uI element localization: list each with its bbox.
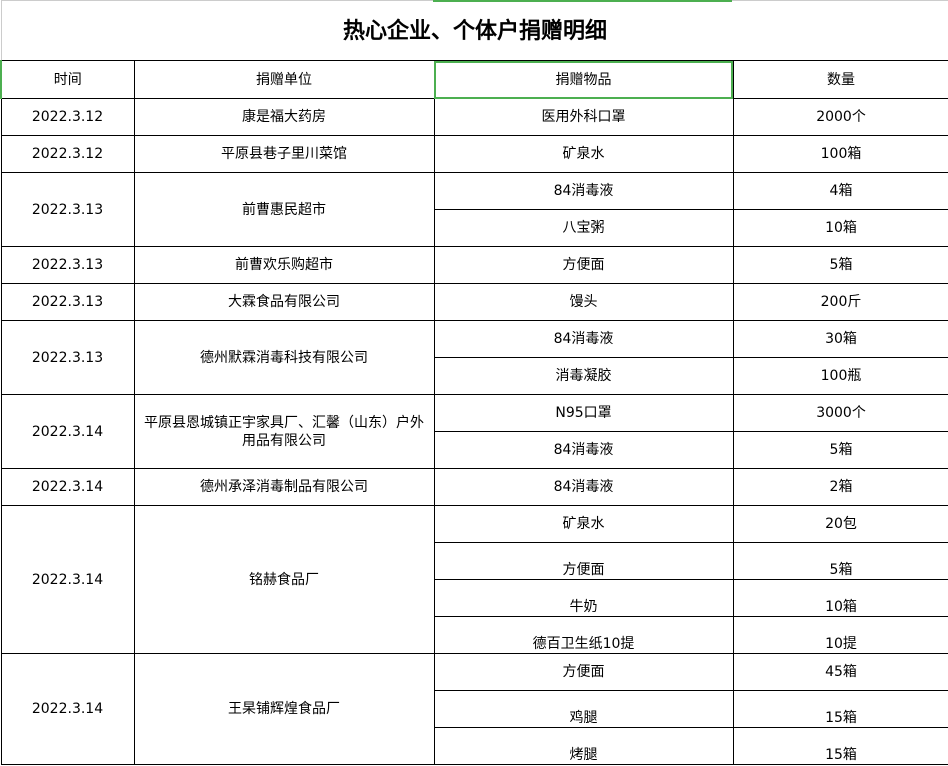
qty-cell[interactable]: 2000个 [732,98,948,136]
header-donor[interactable]: 捐赠单位 [133,60,435,99]
selection-indicator [433,0,732,2]
item-cell[interactable]: N95口罩 [433,394,734,432]
header-date[interactable]: 时间 [0,60,135,99]
donor-cell[interactable]: 德州承泽消毒制品有限公司 [133,468,435,506]
donor-cell[interactable]: 平原县巷子里川菜馆 [133,135,435,173]
donor-cell[interactable]: 平原县恩城镇正宇家具厂、汇馨（山东）户外用品有限公司 [133,394,435,469]
sheet-title[interactable]: 热心企业、个体户捐赠明细 [0,0,948,61]
item-cell[interactable]: 方便面 [433,653,734,691]
date-cell[interactable]: 2022.3.12 [0,135,135,173]
table-row: 2022.3.13 前曹惠民超市 84消毒液 4箱 [0,172,948,247]
item-cell[interactable]: 84消毒液 [433,172,734,210]
table-row: 2022.3.12 平原县巷子里川菜馆 矿泉水 100箱 [0,135,948,173]
item-cell[interactable]: 医用外科口罩 [433,98,734,136]
qty-cell[interactable]: 10箱 [732,209,948,247]
donor-cell[interactable]: 铭赫食品厂 [133,505,435,654]
item-cell[interactable]: 德百卫生纸10提 [433,616,734,654]
item-cell[interactable]: 84消毒液 [433,431,734,469]
qty-cell[interactable]: 3000个 [732,394,948,432]
table-row: 德百卫生纸10提 10提 [1,616,948,654]
item-cell[interactable]: 消毒凝胶 [433,357,734,395]
qty-cell[interactable]: 10提 [732,616,948,654]
date-cell[interactable]: 2022.3.14 [0,505,135,654]
date-cell[interactable]: 2022.3.13 [0,283,135,321]
table-row: 烤腿 15箱 [1,727,948,765]
table-row: 八宝粥 10箱 [1,209,948,247]
qty-cell[interactable]: 5箱 [732,542,948,580]
table-row: 2022.3.14 王杲铺辉煌食品厂 方便面 45箱 [0,653,948,765]
donor-cell[interactable]: 德州默霖消毒科技有限公司 [133,320,435,395]
qty-cell[interactable]: 200斤 [732,283,948,321]
donor-cell[interactable]: 前曹欢乐购超市 [133,246,435,284]
table-row: 方便面 5箱 [1,542,948,580]
qty-cell[interactable]: 5箱 [732,431,948,469]
qty-cell[interactable]: 100瓶 [732,357,948,395]
header-row: 时间 捐赠单位 捐赠物品 数量 [0,60,948,99]
table-row: 牛奶 10箱 [1,579,948,617]
item-cell[interactable]: 矿泉水 [433,505,734,543]
item-cell[interactable]: 八宝粥 [433,209,734,247]
qty-cell[interactable]: 5箱 [732,246,948,284]
qty-cell[interactable]: 20包 [732,505,948,543]
item-cell[interactable]: 84消毒液 [433,320,734,358]
item-cell[interactable]: 牛奶 [433,579,734,617]
table-row: 84消毒液 5箱 [1,431,948,469]
date-cell[interactable]: 2022.3.14 [0,394,135,469]
qty-cell[interactable]: 45箱 [732,653,948,691]
item-cell[interactable]: 烤腿 [433,727,734,765]
item-cell[interactable]: 馒头 [433,283,734,321]
date-cell[interactable]: 2022.3.14 [0,653,135,765]
qty-cell[interactable]: 100箱 [732,135,948,173]
date-cell[interactable]: 2022.3.13 [0,172,135,247]
donor-cell[interactable]: 康是福大药房 [133,98,435,136]
donor-cell[interactable]: 前曹惠民超市 [133,172,435,247]
donor-cell[interactable]: 大霖食品有限公司 [133,283,435,321]
table-row: 2022.3.14 德州承泽消毒制品有限公司 84消毒液 2箱 [0,468,948,506]
date-cell[interactable]: 2022.3.13 [0,246,135,284]
date-cell[interactable]: 2022.3.13 [0,320,135,395]
table-row: 2022.3.13 大霖食品有限公司 馒头 200斤 [0,283,948,321]
qty-cell[interactable]: 15箱 [732,690,948,728]
header-qty[interactable]: 数量 [732,60,948,99]
date-cell[interactable]: 2022.3.12 [0,98,135,136]
qty-cell[interactable]: 4箱 [732,172,948,210]
qty-cell[interactable]: 2箱 [732,468,948,506]
table-row: 2022.3.13 前曹欢乐购超市 方便面 5箱 [0,246,948,284]
item-cell[interactable]: 方便面 [433,542,734,580]
header-item[interactable]: 捐赠物品 [433,60,734,99]
item-cell[interactable]: 矿泉水 [433,135,734,173]
table-row: 2022.3.12 康是福大药房 医用外科口罩 2000个 [0,98,948,136]
item-cell[interactable]: 方便面 [433,246,734,284]
title-row: 热心企业、个体户捐赠明细 [0,0,948,61]
table-row: 2022.3.14 平原县恩城镇正宇家具厂、汇馨（山东）户外用品有限公司 N95口罩… [0,394,948,469]
donor-cell[interactable]: 王杲铺辉煌食品厂 [133,653,435,765]
qty-cell[interactable]: 15箱 [732,727,948,765]
table-row: 鸡腿 15箱 [1,690,948,728]
item-cell[interactable]: 鸡腿 [433,690,734,728]
qty-cell[interactable]: 10箱 [732,579,948,617]
item-cell[interactable]: 84消毒液 [433,468,734,506]
qty-cell[interactable]: 30箱 [732,320,948,358]
table-row: 2022.3.14 铭赫食品厂 矿泉水 20包 [0,505,948,654]
table-row: 2022.3.13 德州默霖消毒科技有限公司 84消毒液 30箱 [0,320,948,395]
date-cell[interactable]: 2022.3.14 [0,468,135,506]
